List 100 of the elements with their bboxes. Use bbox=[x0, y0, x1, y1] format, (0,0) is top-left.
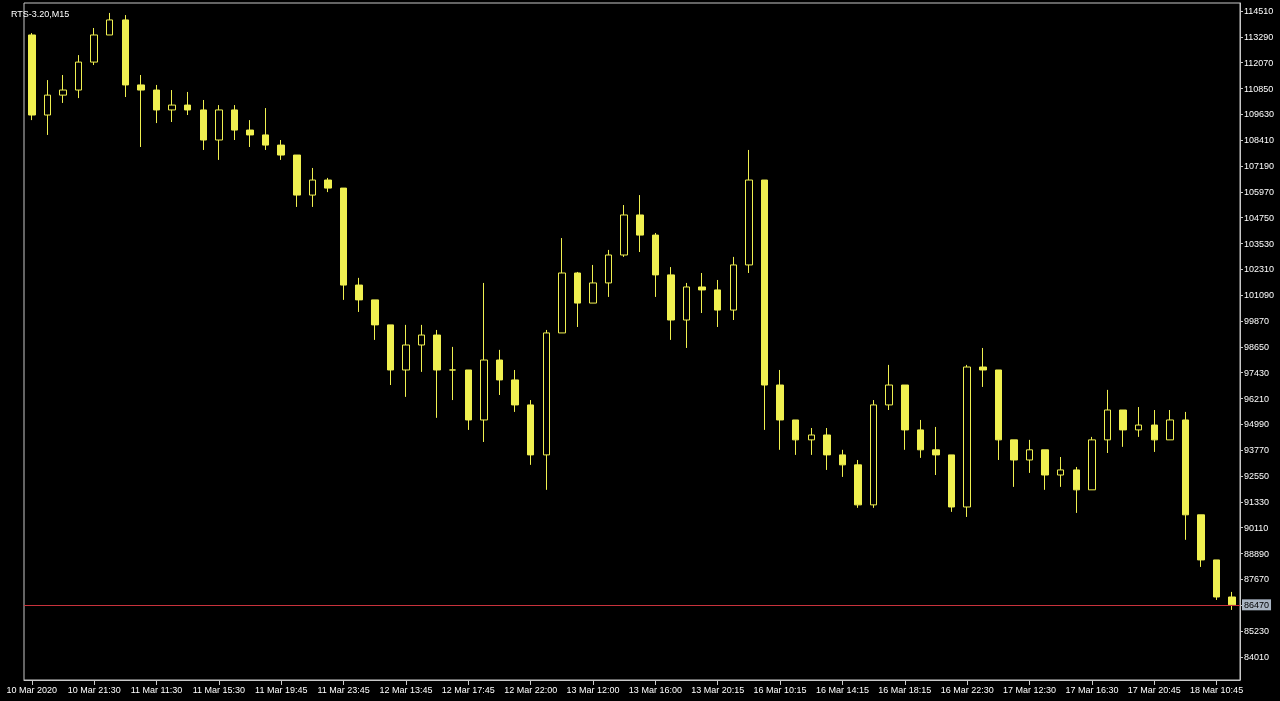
candlestick bbox=[932, 426, 940, 476]
y-tick-label: 85230 bbox=[1244, 626, 1270, 637]
candlestick bbox=[262, 107, 269, 151]
candlestick bbox=[1057, 456, 1064, 488]
candlestick bbox=[1026, 439, 1033, 474]
candlestick bbox=[558, 237, 566, 334]
candlestick bbox=[309, 167, 316, 208]
x-tick-label: 12 Mar 17:45 bbox=[441, 684, 495, 695]
x-tick-label: 17 Mar 12:30 bbox=[1003, 684, 1057, 695]
candlestick bbox=[667, 266, 675, 341]
candlestick bbox=[698, 272, 706, 314]
y-tick-label: 109630 bbox=[1244, 109, 1275, 120]
candlestick bbox=[153, 84, 160, 124]
candlestick bbox=[122, 14, 129, 98]
y-tick-label: 96210 bbox=[1244, 393, 1270, 404]
candlestick bbox=[761, 179, 768, 431]
x-tick-label: 11 Mar 23:45 bbox=[317, 684, 370, 695]
x-tick-label: 17 Mar 16:30 bbox=[1065, 684, 1119, 695]
y-tick-label: 112070 bbox=[1244, 57, 1274, 68]
y-tick-label: 102310 bbox=[1244, 264, 1275, 275]
y-tick-label: 84010 bbox=[1244, 651, 1270, 662]
candlestick bbox=[963, 364, 971, 518]
candlestick bbox=[854, 459, 862, 509]
candlestick bbox=[324, 177, 332, 193]
candlestick bbox=[1166, 409, 1174, 441]
candlestick bbox=[1151, 409, 1158, 453]
candlestick bbox=[885, 364, 893, 411]
candlestick bbox=[1182, 411, 1189, 541]
y-tick-label: 104750 bbox=[1244, 212, 1275, 223]
candlestick bbox=[75, 54, 82, 99]
candlestick bbox=[901, 384, 909, 451]
candlestick bbox=[1119, 409, 1127, 448]
y-tick-label: 87670 bbox=[1244, 574, 1270, 585]
candlestick bbox=[917, 419, 924, 459]
candlestick bbox=[948, 454, 955, 513]
candlestick bbox=[1197, 514, 1205, 568]
candlestick bbox=[418, 324, 425, 373]
candlestick bbox=[808, 427, 815, 456]
x-tick-label: 16 Mar 14:15 bbox=[815, 684, 869, 695]
candlestick bbox=[839, 449, 846, 478]
x-tick-label: 13 Mar 20:15 bbox=[691, 684, 745, 695]
candlestick bbox=[387, 324, 394, 386]
candlestick bbox=[402, 324, 410, 398]
y-tick-label: 110850 bbox=[1244, 83, 1274, 94]
y-tick-label: 101090 bbox=[1244, 290, 1275, 301]
candlestick bbox=[683, 282, 690, 349]
text: RTS-3.20,M15 bbox=[11, 8, 70, 19]
x-tick-label: 10 Mar 21:30 bbox=[67, 684, 121, 695]
candlestick bbox=[652, 232, 659, 298]
candlestick bbox=[1088, 436, 1096, 491]
candlestick bbox=[106, 12, 113, 36]
candlestick bbox=[1010, 439, 1018, 488]
candlestick bbox=[137, 74, 145, 148]
candlestick bbox=[200, 99, 207, 151]
y-tick-label: 92550 bbox=[1244, 471, 1270, 482]
y-tick-label: 98650 bbox=[1244, 341, 1270, 352]
candlestick bbox=[511, 369, 519, 413]
candlestick bbox=[636, 194, 644, 253]
candlestick bbox=[44, 79, 51, 136]
x-tick-label: 16 Mar 22:30 bbox=[940, 684, 994, 695]
candlestick bbox=[340, 187, 347, 301]
y-tick-label: 99870 bbox=[1244, 316, 1270, 327]
candlestick bbox=[293, 154, 301, 208]
candlestick bbox=[776, 369, 784, 451]
x-tick-label: 12 Mar 22:00 bbox=[504, 684, 558, 695]
candlestick bbox=[496, 349, 503, 396]
candlestick bbox=[527, 399, 534, 466]
candlestick bbox=[1228, 591, 1236, 611]
y-tick-label: 94990 bbox=[1244, 419, 1270, 430]
y-tick-label: 113290 bbox=[1244, 31, 1274, 42]
y-tick-label: 108410 bbox=[1244, 135, 1275, 146]
x-tick-label: 16 Mar 10:15 bbox=[753, 684, 807, 695]
y-tick-label: 97430 bbox=[1244, 367, 1270, 378]
y-tick-label: 103530 bbox=[1244, 238, 1275, 249]
x-tick-label: 18 Mar 10:45 bbox=[1190, 684, 1244, 695]
y-tick-label: 107190 bbox=[1244, 161, 1275, 172]
candlestick bbox=[620, 204, 628, 258]
y-tick-label: 93770 bbox=[1244, 445, 1270, 456]
candlestick bbox=[823, 427, 831, 471]
candlestick bbox=[1213, 559, 1220, 601]
x-tick-label: 12 Mar 13:45 bbox=[379, 684, 433, 695]
candlestick bbox=[184, 91, 191, 116]
candlestick bbox=[714, 279, 721, 328]
y-tick-label: 105970 bbox=[1244, 186, 1275, 197]
y-tick-label: 91330 bbox=[1244, 496, 1270, 507]
candlestick bbox=[870, 399, 877, 509]
candlestick bbox=[433, 329, 441, 419]
candlestick bbox=[792, 419, 799, 456]
candlestick bbox=[1135, 406, 1142, 438]
y-tick-label: 90110 bbox=[1244, 522, 1269, 533]
x-tick-label: 11 Mar 11:30 bbox=[130, 684, 183, 695]
candlestick bbox=[246, 119, 254, 148]
candlestick bbox=[449, 346, 456, 401]
x-tick-label: 11 Mar 15:30 bbox=[192, 684, 246, 695]
candlestick bbox=[1104, 389, 1111, 454]
candlestick bbox=[168, 89, 176, 123]
x-tick-label: 17 Mar 20:45 bbox=[1127, 684, 1181, 695]
candlestick bbox=[465, 369, 472, 431]
candlestick bbox=[1041, 449, 1049, 491]
x-tick-label: 11 Mar 19:45 bbox=[255, 684, 308, 695]
